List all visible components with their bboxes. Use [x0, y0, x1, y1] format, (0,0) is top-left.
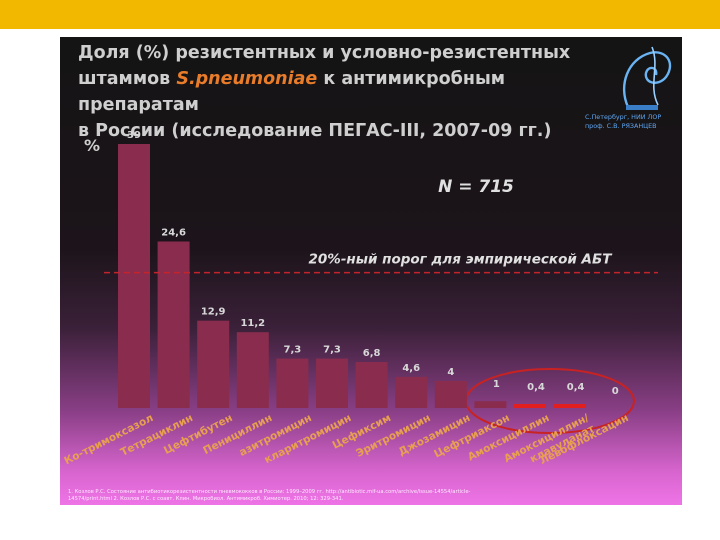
- footnote-line-1: 1. Козлов Р.С. Состояние антибиотикорези…: [68, 489, 471, 495]
- value-label-13: 0: [612, 386, 619, 397]
- bar-8: [395, 376, 428, 408]
- bar-10: [474, 401, 507, 408]
- bar-2: [157, 241, 190, 408]
- title-species-name: S.pneumoniae: [176, 69, 318, 89]
- value-label-4: 11,2: [240, 318, 265, 329]
- title-line-1: Доля (%) резистентных и условно-резистен…: [78, 43, 571, 63]
- value-label-1: 39: [127, 130, 141, 141]
- ent-institute-logo: [623, 46, 672, 110]
- bar-1: [118, 144, 150, 408]
- value-label-6: 7,3: [323, 345, 341, 356]
- value-label-10: 1: [493, 379, 500, 390]
- value-label-3: 12,9: [201, 307, 226, 318]
- bar-12: [553, 404, 586, 408]
- logo-swirl: [623, 51, 672, 108]
- logo-stroke: [651, 46, 659, 106]
- value-label-8: 4,6: [402, 363, 420, 374]
- logo-base: [626, 105, 658, 110]
- value-label-2: 24,6: [161, 227, 186, 238]
- y-axis-unit-label: %: [84, 136, 100, 155]
- bar-11: [514, 404, 546, 408]
- bar-9: [434, 380, 467, 408]
- title-line-2-end: к антимикробным препаратам: [78, 69, 506, 115]
- value-label-7: 6,8: [363, 348, 381, 359]
- value-label-9: 4: [447, 367, 454, 378]
- references-footnote: 1. Козлов Р.С. Состояние антибиотикорези…: [68, 489, 668, 503]
- logo-caption-line-2: проф. С.В. РЯЗАНЦЕВ: [585, 121, 657, 130]
- title-line-2-start: штаммов: [78, 69, 177, 89]
- slide: Доля (%) резистентных и условно-резистен…: [60, 37, 682, 505]
- bar-3: [197, 320, 230, 408]
- threshold-label: 20%-ный порог для эмпирической АБТ: [309, 252, 614, 268]
- sample-size-annotation: N = 715: [438, 177, 514, 197]
- top-accent-bar: [0, 0, 720, 29]
- value-label-11: 0,4: [527, 382, 545, 393]
- bar-6: [316, 358, 348, 408]
- slide-title: Доля (%) резистентных и условно-резистен…: [78, 40, 598, 144]
- logo-caption: С.Петербург, НИИ ЛОР проф. С.В. РЯЗАНЦЕВ: [585, 113, 681, 130]
- footnote-line-2: 14574/print.html 2. Козлов Р.С. с соавт.…: [68, 496, 344, 502]
- logo-caption-line-1: С.Петербург, НИИ ЛОР: [585, 113, 662, 121]
- value-label-5: 7,3: [284, 345, 302, 356]
- value-label-12: 0,4: [567, 382, 585, 393]
- resistance-bar-chart: 20%-ный порог для эмпирической АБТ N = 7…: [62, 130, 658, 467]
- bar-5: [276, 358, 309, 408]
- title-line-3: в России (исследование ПЕГАС-III, 2007-0…: [78, 121, 552, 141]
- bars-group: [118, 144, 586, 408]
- bar-7: [355, 361, 388, 408]
- bar-4: [236, 332, 269, 408]
